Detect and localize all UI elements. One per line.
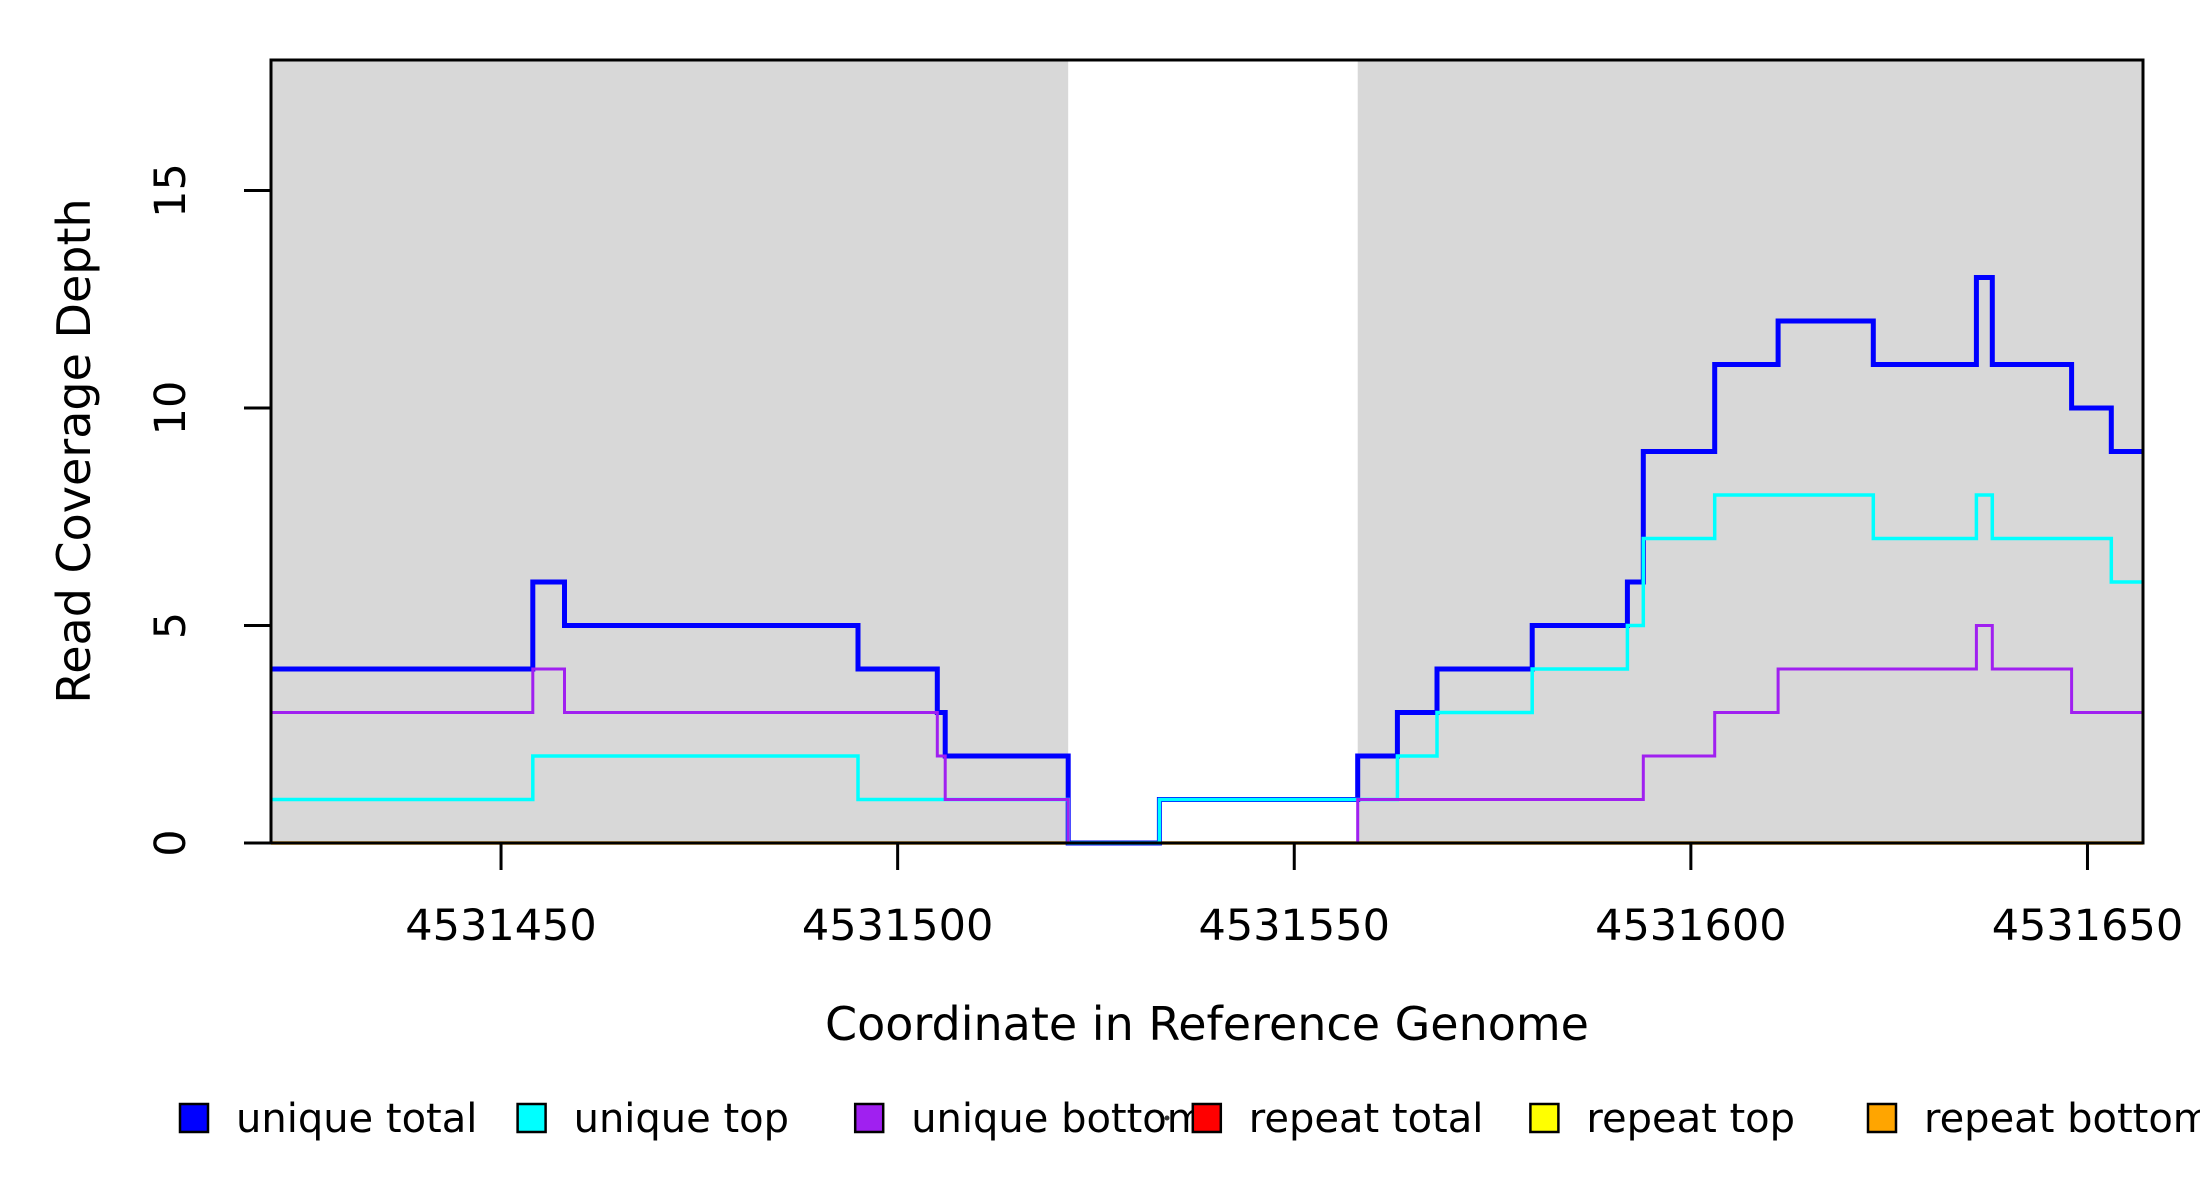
x-tick-label: 4531500 bbox=[802, 901, 994, 951]
plot-border bbox=[269, 58, 2145, 845]
series-unique-total bbox=[271, 275, 2143, 846]
legend-item-unique-total: unique total bbox=[178, 1096, 477, 1142]
x-axis-title: Coordinate in Reference Genome bbox=[825, 997, 1589, 1051]
stray-dot bbox=[1164, 1115, 1170, 1121]
legend-item-repeat-bottom: repeat bottom bbox=[1866, 1096, 2200, 1142]
unique-region-right bbox=[1357, 60, 2143, 843]
shaded-regions-layer bbox=[271, 60, 2143, 843]
y-tick-label: 5 bbox=[146, 612, 196, 639]
unique-region-left bbox=[271, 60, 1069, 843]
legend-swatch-unique-bottom bbox=[853, 1102, 885, 1134]
x-axis: 4531450 4531500 4531550 4531600 4531650 bbox=[405, 843, 2183, 951]
legend-swatch-repeat-total bbox=[1191, 1102, 1223, 1134]
legend-swatch-repeat-bottom bbox=[1866, 1102, 1898, 1134]
legend-swatch-repeat-top bbox=[1529, 1102, 1560, 1134]
x-tick-label: 4531600 bbox=[1595, 901, 1787, 951]
legend-item-unique-bottom: unique bottom bbox=[853, 1096, 1206, 1142]
legend-item-repeat-total: repeat total bbox=[1191, 1096, 1484, 1142]
legend-label: repeat top bbox=[1586, 1096, 1795, 1142]
x-tick-label: 4531450 bbox=[405, 901, 597, 951]
legend-label: unique top bbox=[574, 1096, 789, 1142]
legend-label: repeat bottom bbox=[1924, 1096, 2200, 1142]
legend-label: repeat total bbox=[1249, 1096, 1484, 1142]
legend-label: unique bottom bbox=[911, 1096, 1206, 1142]
legend-swatch-unique-total bbox=[178, 1102, 210, 1134]
legend-label: unique total bbox=[236, 1096, 477, 1142]
y-tick-label: 0 bbox=[146, 829, 196, 856]
y-axis-title: Read Coverage Depth bbox=[47, 198, 101, 703]
legend: unique total unique top unique bottom repea… bbox=[178, 1096, 2200, 1142]
series-unique-bottom bbox=[271, 624, 2143, 845]
x-tick-label: 4531650 bbox=[1992, 901, 2184, 951]
legend-swatch-unique-top bbox=[516, 1102, 547, 1134]
y-tick-label: 15 bbox=[146, 163, 196, 218]
legend-item-unique-top: unique top bbox=[516, 1096, 789, 1142]
x-tick-label: 4531550 bbox=[1198, 901, 1390, 951]
y-axis: 0 5 10 15 bbox=[146, 163, 271, 857]
y-tick-label: 10 bbox=[146, 381, 196, 436]
legend-item-repeat-top: repeat top bbox=[1529, 1096, 1795, 1142]
